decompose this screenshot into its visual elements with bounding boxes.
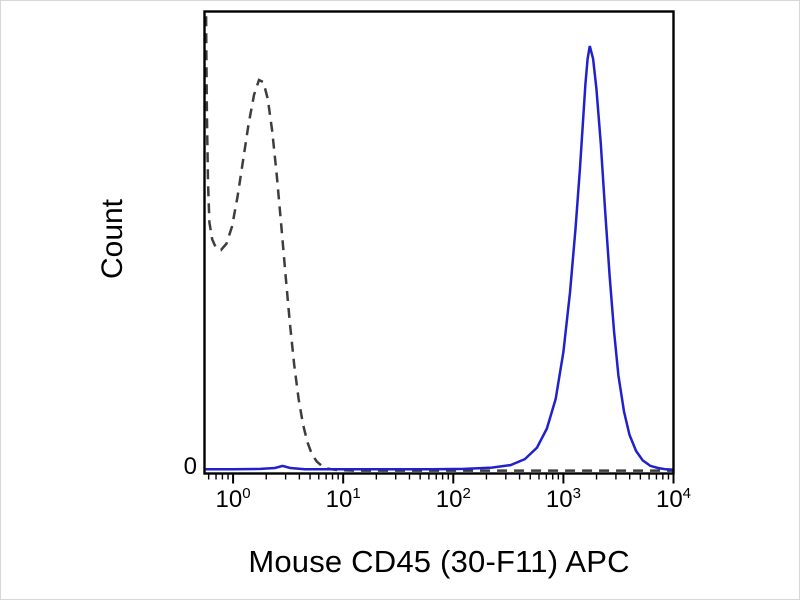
x-axis-title: Mouse CD45 (30-F11) APC [248, 544, 630, 579]
y-axis-label: Count [96, 198, 129, 280]
x-axis-ticks [207, 474, 675, 484]
y-axis-zero-label: 0 [183, 453, 197, 480]
stained-histogram-curve [205, 45, 673, 471]
x-tick-label: 100 [215, 485, 251, 513]
x-tick-label: 104 [655, 485, 692, 513]
x-tick-label: 101 [325, 485, 361, 513]
control-histogram-curve [205, 11, 673, 472]
plot-frame [203, 10, 675, 475]
x-tick-label: 103 [545, 485, 581, 513]
x-tick-label: 102 [435, 485, 471, 513]
